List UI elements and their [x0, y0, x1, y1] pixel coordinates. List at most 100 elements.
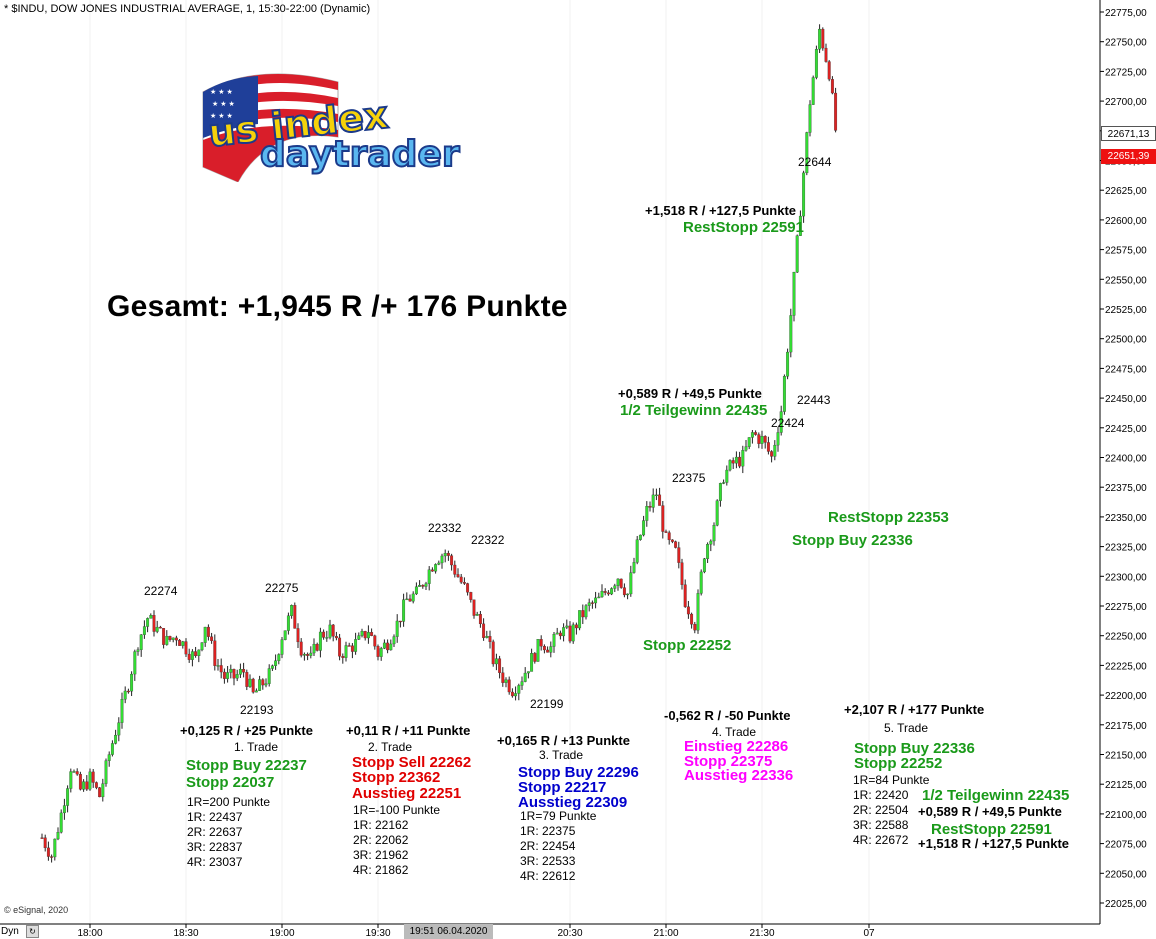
- candle-down: [40, 837, 44, 839]
- chart-header: * $INDU, DOW JONES INDUSTRIAL AVERAGE, 1…: [4, 3, 371, 15]
- y-tick-label: 22375,00: [1105, 483, 1147, 494]
- candle-up: [402, 599, 406, 622]
- candle-up: [571, 624, 575, 642]
- trade-result: -0,562 R / -50 Punkte: [664, 708, 791, 723]
- candle-up: [267, 668, 271, 684]
- dyn-label[interactable]: Dyn: [1, 926, 19, 937]
- candle-down: [219, 665, 223, 673]
- candle-up: [805, 132, 809, 174]
- candle-down: [446, 553, 450, 556]
- candle-up: [654, 494, 658, 497]
- y-tick-label: 22275,00: [1105, 602, 1147, 613]
- candle-up: [427, 569, 431, 584]
- candle-up: [309, 652, 313, 656]
- candle-up: [699, 571, 703, 594]
- y-tick-label: 22175,00: [1105, 721, 1147, 732]
- trade5-reststopp: RestStopp 22591: [931, 821, 1052, 838]
- candle-up: [792, 271, 796, 316]
- price-label: 22199: [530, 697, 564, 711]
- candle-up: [776, 432, 780, 446]
- y-tick-label: 22600,00: [1105, 216, 1147, 227]
- candle-up: [200, 642, 204, 651]
- annotation-teilgewinn: 1/2 Teilgewinn 22435: [620, 402, 768, 419]
- candle-down: [558, 632, 562, 637]
- candle-up: [203, 626, 207, 643]
- trade-result: +0,165 R / +13 Punkte: [497, 733, 630, 748]
- trade-level: 3R: 21962: [353, 848, 409, 862]
- candle-down: [347, 645, 351, 647]
- candle-up: [229, 668, 233, 673]
- candle-up: [616, 578, 620, 586]
- y-tick-label: 22525,00: [1105, 305, 1147, 316]
- annotation-stopp: Stopp 22252: [643, 637, 732, 654]
- candle-up: [440, 555, 444, 564]
- candle-down: [341, 656, 345, 658]
- us-flag-icon: ★ ★ ★ ★ ★ ★ ★ ★ ★: [202, 73, 339, 182]
- candle-down: [770, 451, 774, 457]
- candle-down: [456, 574, 460, 578]
- candle-down: [674, 541, 678, 548]
- candle-up: [638, 534, 642, 540]
- trade-result: +0,11 R / +11 Punkte: [346, 723, 471, 738]
- candle-up: [66, 788, 70, 806]
- trade-name: 5. Trade: [884, 721, 929, 735]
- candle-down: [510, 691, 514, 697]
- annotation-reststopp: RestStopp 22353: [828, 509, 949, 526]
- candle-up: [578, 610, 582, 629]
- candle-up: [248, 678, 252, 687]
- candle-down: [533, 653, 537, 662]
- trade-level: 1R: 22375: [520, 824, 576, 838]
- trade-level: 4R: 21862: [353, 863, 409, 877]
- candle-down: [398, 620, 402, 623]
- candle-down: [462, 582, 466, 584]
- y-tick-label: 22550,00: [1105, 275, 1147, 286]
- candle-up: [117, 722, 121, 736]
- candle-down: [222, 671, 226, 679]
- candle-down: [574, 624, 578, 629]
- candle-down: [251, 678, 255, 693]
- candle-down: [306, 653, 310, 656]
- candle-up: [171, 637, 175, 640]
- candle-up: [197, 649, 201, 657]
- candle-up: [280, 639, 284, 655]
- candle-up: [750, 432, 754, 438]
- candle-up: [146, 618, 150, 627]
- candle-up: [104, 760, 108, 784]
- candle-up: [62, 805, 66, 814]
- candle-down: [376, 646, 380, 657]
- candle-up: [725, 469, 729, 483]
- candle-down: [408, 598, 412, 602]
- copyright: © eSignal, 2020: [4, 905, 69, 915]
- candle-down: [293, 605, 297, 629]
- candle-up: [258, 679, 262, 691]
- candle-down: [821, 28, 825, 49]
- trade-level: 2R: 22637: [187, 825, 243, 839]
- trade-result: +0,125 R / +25 Punkte: [180, 723, 313, 738]
- candle-up: [642, 520, 646, 536]
- candle-down: [75, 771, 79, 775]
- trade-action: Stopp Sell 22262: [352, 754, 472, 771]
- x-tick-label: 19:00: [269, 928, 294, 939]
- trade-level: 1R=200 Punkte: [187, 795, 271, 809]
- candle-down: [152, 615, 156, 632]
- candle-up: [696, 593, 700, 631]
- candle-down: [450, 555, 454, 566]
- candle-up: [811, 77, 815, 105]
- scale-button[interactable]: ↻: [26, 925, 39, 938]
- candle-up: [536, 639, 540, 662]
- candle-up: [437, 562, 441, 565]
- candle-up: [290, 605, 294, 616]
- price-label: 22275: [265, 581, 299, 595]
- candle-up: [82, 781, 86, 790]
- candle-up: [760, 436, 764, 444]
- candle-down: [299, 641, 303, 656]
- candle-up: [238, 669, 242, 675]
- candle-up: [722, 482, 726, 484]
- candle-down: [677, 547, 681, 563]
- candle-up: [523, 672, 527, 682]
- trade-action: Ausstieg 22336: [684, 767, 794, 784]
- candle-up: [552, 634, 556, 647]
- svg-text:★ ★ ★: ★ ★ ★: [212, 100, 235, 108]
- y-tick-label: 22450,00: [1105, 394, 1147, 405]
